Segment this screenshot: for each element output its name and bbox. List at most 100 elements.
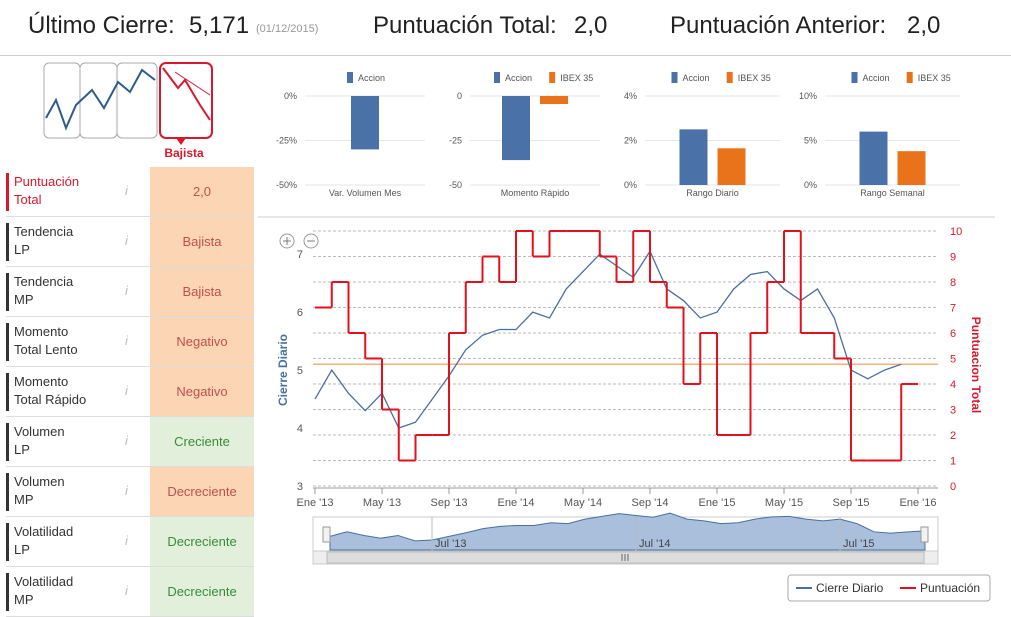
legend-swatch bbox=[494, 72, 500, 83]
row-label-line: Total bbox=[14, 192, 42, 207]
info-icon: i bbox=[125, 433, 128, 448]
row-label: Volumen MP bbox=[6, 473, 124, 511]
total: 2,0 bbox=[574, 12, 608, 39]
bar bbox=[859, 131, 888, 185]
row-label-line: LP bbox=[14, 542, 30, 557]
total-label: Puntuación Total: bbox=[373, 12, 557, 39]
legend-label: IBEX 35 bbox=[738, 73, 771, 83]
y-tick-label: -25% bbox=[276, 136, 297, 146]
legend-swatch bbox=[549, 72, 556, 83]
legend-swatch bbox=[851, 72, 858, 83]
handle-left[interactable] bbox=[322, 526, 331, 543]
info-icon: i bbox=[125, 483, 128, 498]
handle-right[interactable] bbox=[920, 526, 929, 543]
row-label: Tendencia LP bbox=[6, 223, 124, 261]
y-tick-label: 2% bbox=[624, 136, 637, 146]
x-tick-label: Sep '15 bbox=[833, 497, 870, 509]
y2-tick-label: 7 bbox=[950, 303, 956, 315]
row-label: Volatilidad LP bbox=[6, 523, 124, 561]
trendline bbox=[174, 71, 211, 96]
last-close: 5,171 bbox=[189, 12, 250, 39]
navigator-tick-label: Jul '15 bbox=[843, 538, 874, 550]
previous-label: Puntuación Anterior: bbox=[670, 12, 887, 39]
bar bbox=[540, 96, 568, 105]
y-tick-label: 3 bbox=[297, 481, 303, 493]
row-value: Decreciente bbox=[150, 517, 254, 566]
y2-tick-label: 1 bbox=[950, 456, 956, 468]
sparkline bbox=[45, 68, 156, 131]
row-label-line: Volatilidad bbox=[14, 574, 74, 589]
bar bbox=[897, 151, 926, 185]
row-label-line: Volumen bbox=[14, 474, 65, 489]
legend-label: Accion bbox=[358, 73, 385, 83]
row-label: Tendencia MP bbox=[6, 273, 124, 311]
y2-tick-label: 8 bbox=[950, 277, 956, 289]
row-label-line: Puntuación bbox=[14, 174, 80, 189]
row-value: Creciente bbox=[150, 417, 254, 466]
score-row: Momento Total Lento i Negativo bbox=[6, 317, 254, 367]
score-row: Tendencia LP i Bajista bbox=[6, 217, 254, 267]
y-tick-label: 0% bbox=[624, 180, 637, 190]
score-row: Momento Total Rápido i Negativo bbox=[6, 367, 254, 417]
last-close-label: Último Cierre: bbox=[28, 12, 175, 39]
row-label-line: MP bbox=[14, 292, 34, 307]
y2-tick-label: 10 bbox=[950, 226, 962, 238]
legend-label: Accion bbox=[683, 73, 710, 83]
pointer bbox=[176, 138, 186, 145]
previous: 2,0 bbox=[907, 12, 941, 39]
legend-label: Accion bbox=[863, 73, 890, 83]
row-label: Momento Total Rápido bbox=[6, 373, 124, 411]
row-label-line: MP bbox=[14, 592, 34, 607]
legend-label: IBEX 35 bbox=[560, 73, 593, 83]
y2-axis-title: Puntuacion Total bbox=[969, 317, 983, 413]
info-icon: i bbox=[125, 383, 128, 398]
x-tick-label: Ene '14 bbox=[498, 497, 535, 509]
x-tick-label: May '15 bbox=[765, 497, 803, 509]
x-tick-label: Sep '13 bbox=[431, 497, 468, 509]
y-tick-label: 0 bbox=[457, 91, 462, 101]
y2-tick-label: 3 bbox=[950, 405, 956, 417]
x-tick-label: Ene '13 bbox=[297, 497, 334, 509]
row-value: Bajista bbox=[150, 217, 254, 266]
y2-tick-label: 5 bbox=[950, 354, 956, 366]
score-row: Volatilidad LP i Decreciente bbox=[6, 517, 254, 567]
bar bbox=[679, 129, 708, 185]
date: (01/12/2015) bbox=[256, 23, 319, 35]
score-row: Volumen LP i Creciente bbox=[6, 417, 254, 467]
row-label-line: Total Rápido bbox=[14, 392, 87, 407]
score-row: Volumen MP i Decreciente bbox=[6, 467, 254, 517]
price-line bbox=[314, 249, 902, 429]
y2-tick-label: 9 bbox=[950, 252, 956, 264]
legend-swatch bbox=[671, 72, 678, 83]
x-tick-label: May '13 bbox=[363, 497, 401, 509]
row-label-line: MP bbox=[14, 492, 34, 507]
thumb bbox=[43, 62, 81, 139]
row-label-line: Tendencia bbox=[14, 224, 74, 239]
y-tick-label: 5 bbox=[297, 365, 303, 377]
legend-label: Puntuación bbox=[920, 581, 980, 595]
chart-layer: 0% -25% -50% Accion Var. Volumen Mes 0 -25 -50 A… bbox=[276, 72, 991, 602]
legend-label: Cierre Diario bbox=[816, 581, 884, 595]
y-tick-label: 7 bbox=[297, 249, 303, 261]
legend-box bbox=[787, 574, 991, 602]
row-label: Volumen LP bbox=[6, 423, 124, 461]
charts: Bajista 0% -25% -50% Accion Var. Volumen Mes… bbox=[43, 62, 995, 602]
row-value: Bajista bbox=[150, 267, 254, 316]
trend-label: Bajista bbox=[164, 146, 204, 160]
y-tick-label: -25 bbox=[449, 136, 462, 146]
info-icon: i bbox=[125, 533, 128, 548]
category-label: Rango Diario bbox=[686, 188, 739, 198]
header: Último Cierre: 5,171 (01/12/2015) Puntua… bbox=[0, 0, 1011, 56]
info-icon: i bbox=[125, 583, 128, 598]
score-row: Tendencia MP i Bajista bbox=[6, 267, 254, 317]
navigator-tick-label: Jul '14 bbox=[639, 538, 670, 550]
trend-icon: Bajista bbox=[43, 62, 995, 249]
bar bbox=[502, 96, 530, 161]
zoom-in-icon bbox=[283, 237, 291, 245]
legend-swatch bbox=[726, 72, 733, 83]
row-label: Volatilidad MP bbox=[6, 573, 124, 611]
legend-swatch bbox=[906, 72, 913, 83]
y-tick-label: 10% bbox=[799, 91, 817, 101]
row-label-line: Total Lento bbox=[14, 342, 78, 357]
y2-tick-label: 6 bbox=[950, 328, 956, 340]
